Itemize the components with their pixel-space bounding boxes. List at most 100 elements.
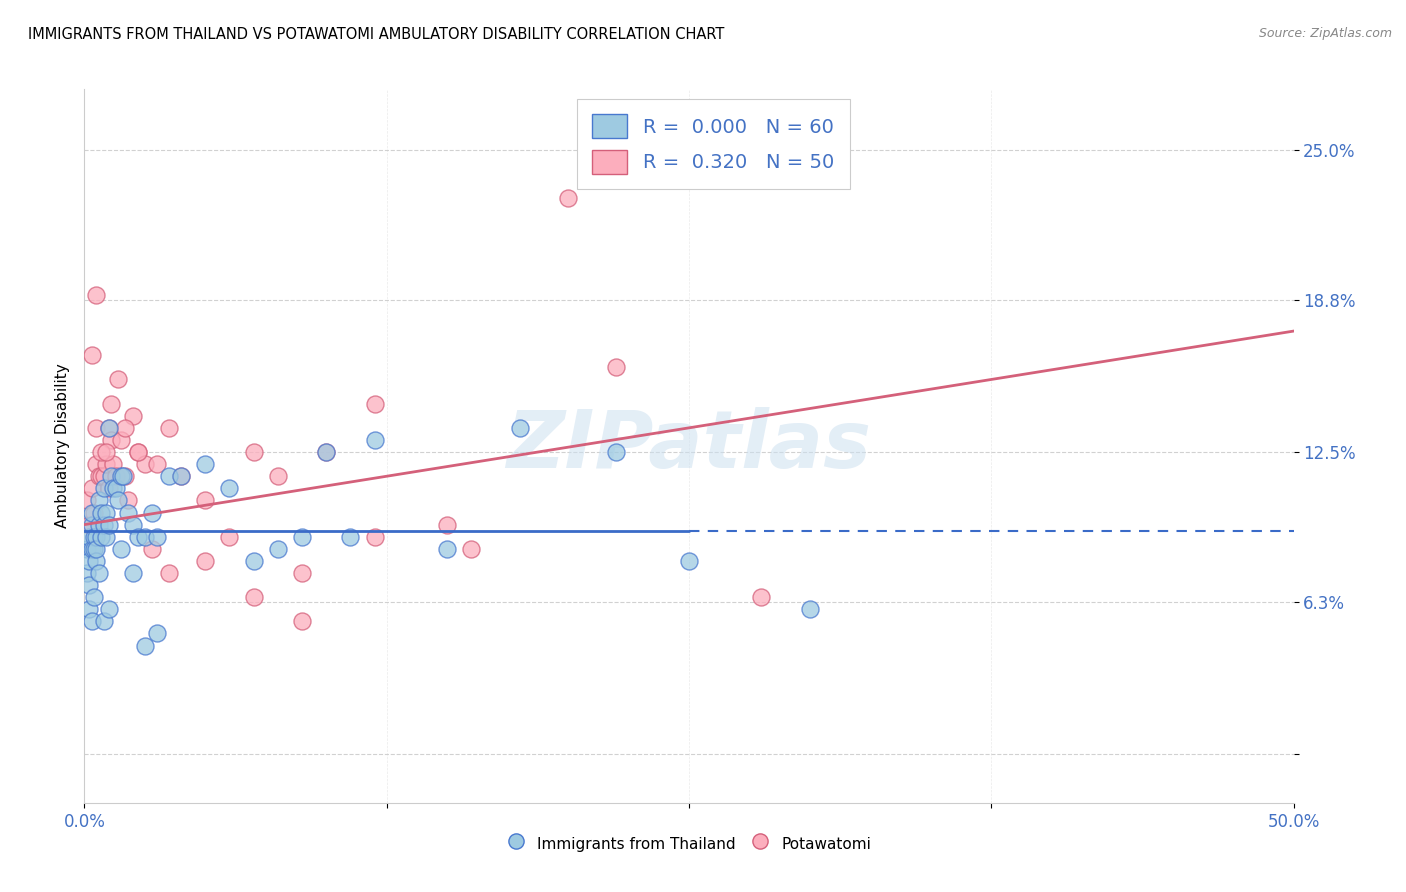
Point: [80, 506, 103, 520]
Point: [363, 433, 385, 447]
Point: [94, 457, 117, 471]
Point: [194, 457, 217, 471]
Point: [93, 469, 115, 483]
Text: Source: ZipAtlas.com: Source: ZipAtlas.com: [1258, 27, 1392, 40]
Point: [76, 541, 98, 556]
Point: [194, 493, 217, 508]
Point: [509, 421, 531, 435]
Point: [90, 469, 112, 483]
Point: [94, 530, 117, 544]
Point: [110, 469, 132, 483]
Point: [93, 481, 115, 495]
Point: [86, 288, 108, 302]
Point: [114, 469, 136, 483]
Point: [146, 626, 169, 640]
Point: [242, 445, 264, 459]
Point: [127, 445, 149, 459]
Point: [134, 639, 156, 653]
Point: [76, 493, 98, 508]
Point: [110, 433, 132, 447]
Point: [80, 615, 103, 629]
Point: [242, 590, 264, 604]
Point: [170, 469, 193, 483]
Point: [605, 360, 627, 375]
Point: [93, 615, 115, 629]
Point: [97, 602, 120, 616]
Point: [86, 530, 108, 544]
Point: [363, 397, 385, 411]
Point: [121, 409, 143, 423]
Point: [141, 506, 163, 520]
Point: [97, 421, 120, 435]
Point: [117, 493, 139, 508]
Point: [170, 469, 193, 483]
Point: [83, 541, 105, 556]
Point: [291, 566, 314, 580]
Point: [127, 445, 149, 459]
Point: [80, 348, 103, 362]
Point: [77, 554, 100, 568]
Point: [80, 517, 103, 532]
Point: [83, 530, 105, 544]
Text: IMMIGRANTS FROM THAILAND VS POTAWATOMI AMBULATORY DISABILITY CORRELATION CHART: IMMIGRANTS FROM THAILAND VS POTAWATOMI A…: [28, 27, 724, 42]
Point: [315, 445, 337, 459]
Point: [104, 469, 127, 483]
Point: [157, 566, 180, 580]
Point: [87, 469, 110, 483]
Point: [678, 554, 700, 568]
Point: [77, 602, 100, 616]
Point: [291, 615, 314, 629]
Point: [86, 554, 108, 568]
Point: [83, 590, 105, 604]
Point: [94, 445, 117, 459]
Point: [86, 457, 108, 471]
Point: [77, 530, 100, 544]
Point: [436, 541, 458, 556]
Point: [121, 517, 143, 532]
Point: [315, 445, 337, 459]
Legend: Immigrants from Thailand, Potawatomi: Immigrants from Thailand, Potawatomi: [499, 828, 879, 859]
Point: [267, 541, 290, 556]
Point: [80, 481, 103, 495]
Point: [117, 506, 139, 520]
Point: [363, 530, 385, 544]
Point: [751, 590, 773, 604]
Text: ZIPatlas: ZIPatlas: [506, 407, 872, 485]
Point: [87, 517, 110, 532]
Point: [90, 530, 112, 544]
Point: [107, 493, 129, 508]
Point: [100, 469, 122, 483]
Point: [339, 530, 361, 544]
Point: [90, 445, 112, 459]
Point: [107, 372, 129, 386]
Point: [100, 433, 122, 447]
Point: [104, 481, 127, 495]
Point: [141, 541, 163, 556]
Point: [100, 397, 122, 411]
Point: [90, 506, 112, 520]
Point: [77, 517, 100, 532]
Point: [267, 469, 290, 483]
Point: [799, 602, 821, 616]
Point: [110, 541, 132, 556]
Point: [86, 541, 108, 556]
Point: [146, 530, 169, 544]
Point: [291, 530, 314, 544]
Point: [127, 530, 149, 544]
Point: [194, 554, 217, 568]
Point: [97, 517, 120, 532]
Point: [97, 421, 120, 435]
Point: [103, 457, 125, 471]
Point: [77, 578, 100, 592]
Point: [436, 517, 458, 532]
Point: [218, 530, 240, 544]
Point: [112, 469, 135, 483]
Point: [86, 421, 108, 435]
Point: [83, 506, 105, 520]
Point: [87, 566, 110, 580]
Point: [87, 493, 110, 508]
Point: [460, 541, 482, 556]
Point: [114, 421, 136, 435]
Point: [80, 541, 103, 556]
Point: [97, 481, 120, 495]
